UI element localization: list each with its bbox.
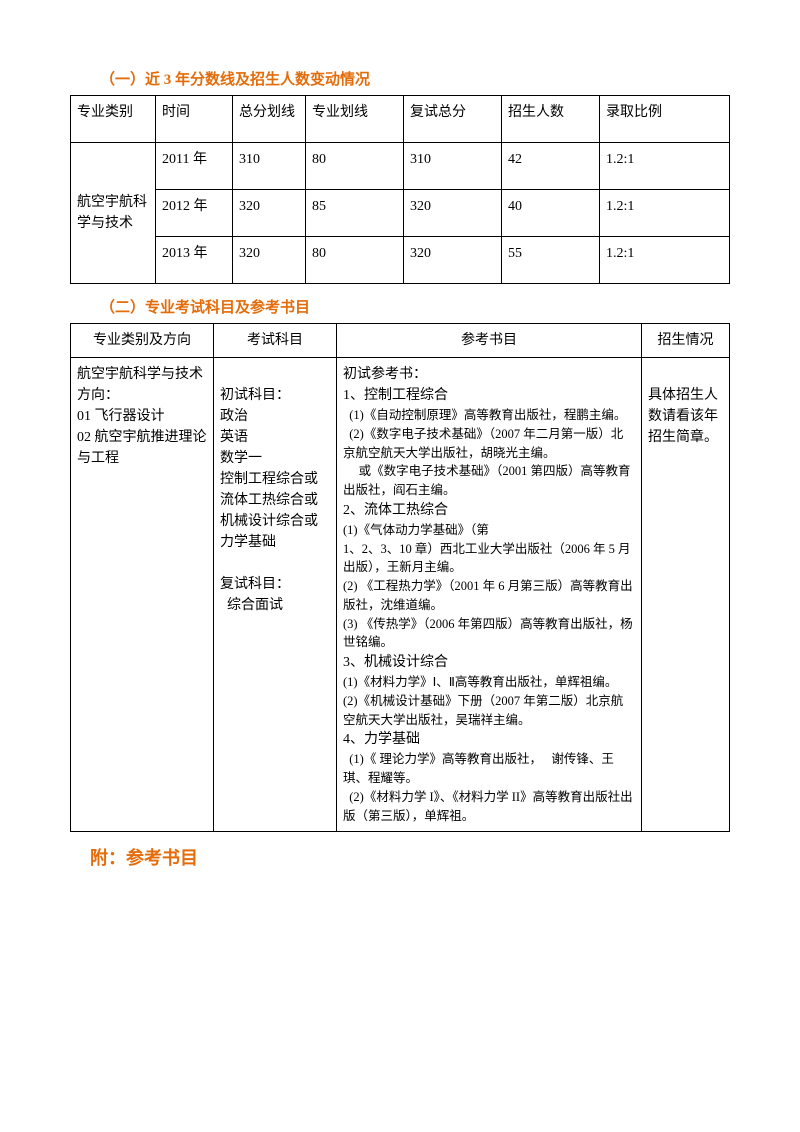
c4-text: 具体招生人数请看该年招生简章。 <box>648 385 723 448</box>
t1-r1c0: 2012 年 <box>156 190 233 237</box>
t1-r1c1: 320 <box>233 190 306 237</box>
t1-r2c2: 80 <box>306 237 404 284</box>
t1-h6: 录取比例 <box>600 96 730 143</box>
c2-l6: 复试科目： <box>220 574 330 595</box>
c3-t11: 3、机械设计综合 <box>343 652 635 673</box>
t1-r0c3: 310 <box>404 143 502 190</box>
t2-h1: 考试科目 <box>214 324 337 358</box>
t1-r1c3: 320 <box>404 190 502 237</box>
c2-l4: 数学一 <box>220 448 330 469</box>
c3-t14: 4、力学基础 <box>343 729 635 750</box>
t2-h2: 参考书目 <box>337 324 642 358</box>
t1-h5: 招生人数 <box>502 96 600 143</box>
table-subjects: 专业类别及方向 考试科目 参考书目 招生情况 航空宇航科学与技术 方向： 01 … <box>70 323 730 832</box>
t1-r1c5: 1.2:1 <box>600 190 730 237</box>
c3-t8: 1、2、3、10 章）西北工业大学出版社（2006 年 5 月出版），王新月主编… <box>343 540 635 578</box>
c3-t6: 2、流体工热综合 <box>343 500 635 521</box>
c3-t4: (2)《数字电子技术基础》（2007 年二月第一版）北京航空航天大学出版社，胡晓… <box>343 425 635 463</box>
t2-h3: 招生情况 <box>642 324 730 358</box>
c2-l3: 英语 <box>220 427 330 448</box>
c2-l5: 控制工程综合或流体工热综合或机械设计综合或力学基础 <box>220 469 330 553</box>
t1-r2c3: 320 <box>404 237 502 284</box>
t2-col2: 初试科目： 政治 英语 数学一 控制工程综合或流体工热综合或机械设计综合或力学基… <box>214 358 337 832</box>
c1-l2: 方向： <box>77 385 207 406</box>
t2-col3: 初试参考书： 1、控制工程综合 (1)《自动控制原理》高等教育出版社，程鹏主编。… <box>337 358 642 832</box>
t2-h0: 专业类别及方向 <box>71 324 214 358</box>
t1-r0c2: 80 <box>306 143 404 190</box>
t1-r0c1: 310 <box>233 143 306 190</box>
t1-h3: 专业划线 <box>306 96 404 143</box>
t1-r2c4: 55 <box>502 237 600 284</box>
t1-h4: 复试总分 <box>404 96 502 143</box>
t1-r1c2: 85 <box>306 190 404 237</box>
section2-title: （二）专业考试科目及参考书目 <box>100 296 730 317</box>
t1-r0c5: 1.2:1 <box>600 143 730 190</box>
t1-r1c4: 40 <box>502 190 600 237</box>
c3-t16: (2)《材料力学 I》、《材料力学 II》高等教育出版社出版（第三版），单辉祖。 <box>343 788 635 826</box>
section1-title: （一）近 3 年分数线及招生人数变动情况 <box>100 68 730 89</box>
t1-h2: 总分划线 <box>233 96 306 143</box>
table-scores: 专业类别 时间 总分划线 专业划线 复试总分 招生人数 录取比例 航空宇航科学与… <box>70 95 730 284</box>
t1-h0: 专业类别 <box>71 96 156 143</box>
t2-col1: 航空宇航科学与技术 方向： 01 飞行器设计 02 航空宇航推进理论与工程 <box>71 358 214 832</box>
t2-col4: 具体招生人数请看该年招生简章。 <box>642 358 730 832</box>
c3-t3: (1)《自动控制原理》高等教育出版社，程鹏主编。 <box>343 406 635 425</box>
c2-l2: 政治 <box>220 406 330 427</box>
c1-l1: 航空宇航科学与技术 <box>77 364 207 385</box>
t1-r0c0: 2011 年 <box>156 143 233 190</box>
c3-t7: (1)《气体动力学基础》（第 <box>343 521 635 540</box>
c3-t5: 或《数字电子技术基础》（2001 第四版）高等教育出版社，阎石主编。 <box>343 462 635 500</box>
c1-l4: 02 航空宇航推进理论与工程 <box>77 427 207 469</box>
c2-l1: 初试科目： <box>220 385 330 406</box>
c3-t1: 初试参考书： <box>343 364 635 385</box>
c3-t10: (3) 《传热学》（2006 年第四版）高等教育出版社，杨世铭编。 <box>343 615 635 653</box>
t1-r2c0: 2013 年 <box>156 237 233 284</box>
c1-l3: 01 飞行器设计 <box>77 406 207 427</box>
t1-category: 航空宇航科学与技术 <box>71 143 156 284</box>
t1-h1: 时间 <box>156 96 233 143</box>
c3-t9: (2) 《工程热力学》（2001 年 6 月第三版）高等教育出版社，沈维道编。 <box>343 577 635 615</box>
t1-r0c4: 42 <box>502 143 600 190</box>
c3-t12: (1)《材料力学》Ⅰ、Ⅱ高等教育出版社，单辉祖编。 <box>343 673 635 692</box>
t1-r2c1: 320 <box>233 237 306 284</box>
c2-l7: 综合面试 <box>220 595 330 616</box>
footer-title: 附：参考书目 <box>90 844 730 870</box>
c3-t13: (2)《机械设计基础》下册（2007 年第二版）北京航空航天大学出版社，吴瑞祥主… <box>343 692 635 730</box>
c3-t15: (1)《 理论力学》高等教育出版社， 谢传锋、王琪、程耀等。 <box>343 750 635 788</box>
t1-r2c5: 1.2:1 <box>600 237 730 284</box>
c3-t2: 1、控制工程综合 <box>343 385 635 406</box>
